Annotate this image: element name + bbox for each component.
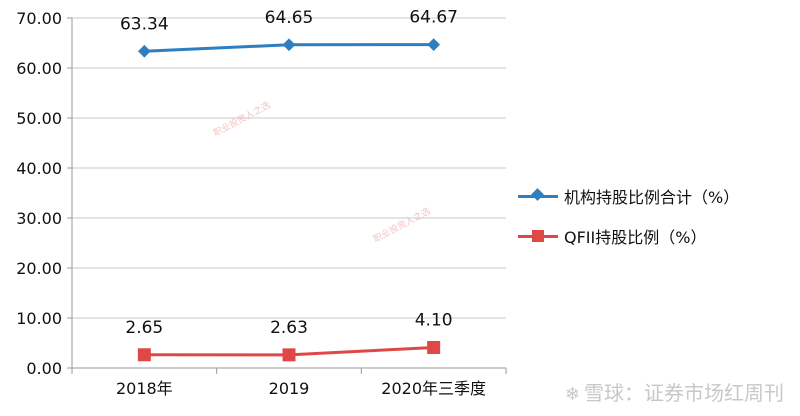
data-point-square	[282, 348, 296, 362]
x-tick-label: 2018年	[116, 379, 173, 398]
grid-lines	[72, 17, 506, 369]
data-point-diamond	[282, 38, 296, 52]
data-point-square	[427, 341, 441, 354]
data-labels: 63.34 64.65 64.67 2.65 2.63 4.10	[120, 8, 458, 338]
y-tick-label: 10.00	[16, 309, 62, 328]
data-point-square	[137, 348, 151, 362]
y-tick-label: 40.00	[16, 159, 62, 178]
x-tick-label: 2020年三季度	[381, 379, 486, 398]
data-label: 2.63	[270, 318, 308, 338]
y-tick-label: 20.00	[16, 259, 62, 278]
y-tick-label: 60.00	[16, 59, 62, 78]
data-label: 64.65	[265, 8, 314, 28]
legend-swatch-qfii	[518, 229, 558, 243]
legend-label: 机构持股比例合计（%）	[564, 188, 740, 207]
data-label: 2.65	[125, 318, 163, 338]
legend-item-qfii: QFII持股比例（%）	[518, 216, 739, 256]
data-point-diamond	[427, 38, 441, 52]
legend-swatch-institutional	[518, 188, 558, 203]
y-axis: 0.00 10.00 20.00 30.00 40.00 50.00 60.00 70.00	[16, 9, 73, 378]
y-tick-label: 50.00	[16, 109, 62, 128]
y-tick-label: 70.00	[16, 9, 62, 28]
x-tick-label: 2019	[269, 379, 310, 398]
data-label: 4.10	[415, 311, 453, 331]
legend: 机构持股比例合计（%） QFII持股比例（%）	[518, 176, 739, 256]
snowball-logo-icon: ❄	[564, 384, 580, 405]
y-tick-label: 30.00	[16, 209, 62, 228]
data-label: 63.34	[120, 14, 169, 34]
data-point-diamond	[137, 44, 151, 58]
y-tick-label: 0.00	[26, 359, 62, 378]
data-label: 64.67	[409, 8, 458, 28]
series-group	[137, 38, 441, 362]
x-axis: 2018年 2019 2020年三季度	[71, 367, 507, 398]
legend-label: QFII持股比例（%）	[564, 228, 707, 247]
watermark: ❄ 雪球：证券市场红周刊	[564, 381, 784, 405]
legend-item-institutional: 机构持股比例合计（%）	[518, 176, 739, 216]
